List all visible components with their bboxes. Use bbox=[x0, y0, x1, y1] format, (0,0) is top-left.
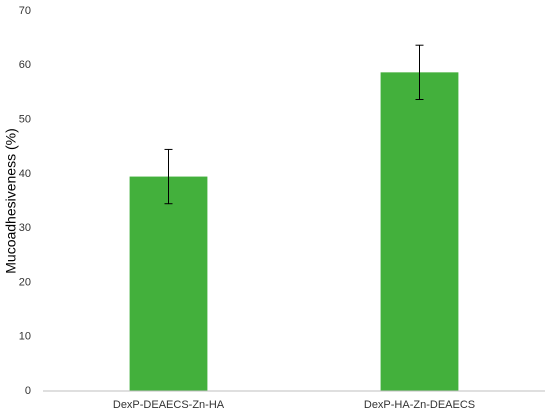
error-bar bbox=[415, 44, 424, 100]
y-tick-label: 70 bbox=[19, 5, 31, 17]
bar bbox=[380, 72, 459, 391]
y-tick-label: 50 bbox=[19, 113, 31, 125]
y-tick-label: 40 bbox=[19, 168, 31, 180]
y-tick-label: 0 bbox=[25, 385, 31, 397]
y-tick-label: 20 bbox=[19, 276, 31, 288]
y-tick-label: 30 bbox=[19, 222, 31, 234]
x-tick-label: DexP-DEAECS-Zn-HA bbox=[113, 399, 225, 411]
y-tick-label: 60 bbox=[19, 59, 31, 71]
y-axis-label: Mucoadhesiveness (%) bbox=[3, 128, 19, 274]
y-tick-label: 10 bbox=[19, 331, 31, 343]
bar bbox=[129, 176, 208, 391]
x-tick-label: DexP-HA-Zn-DEAECS bbox=[364, 399, 475, 411]
error-bar bbox=[164, 148, 173, 205]
